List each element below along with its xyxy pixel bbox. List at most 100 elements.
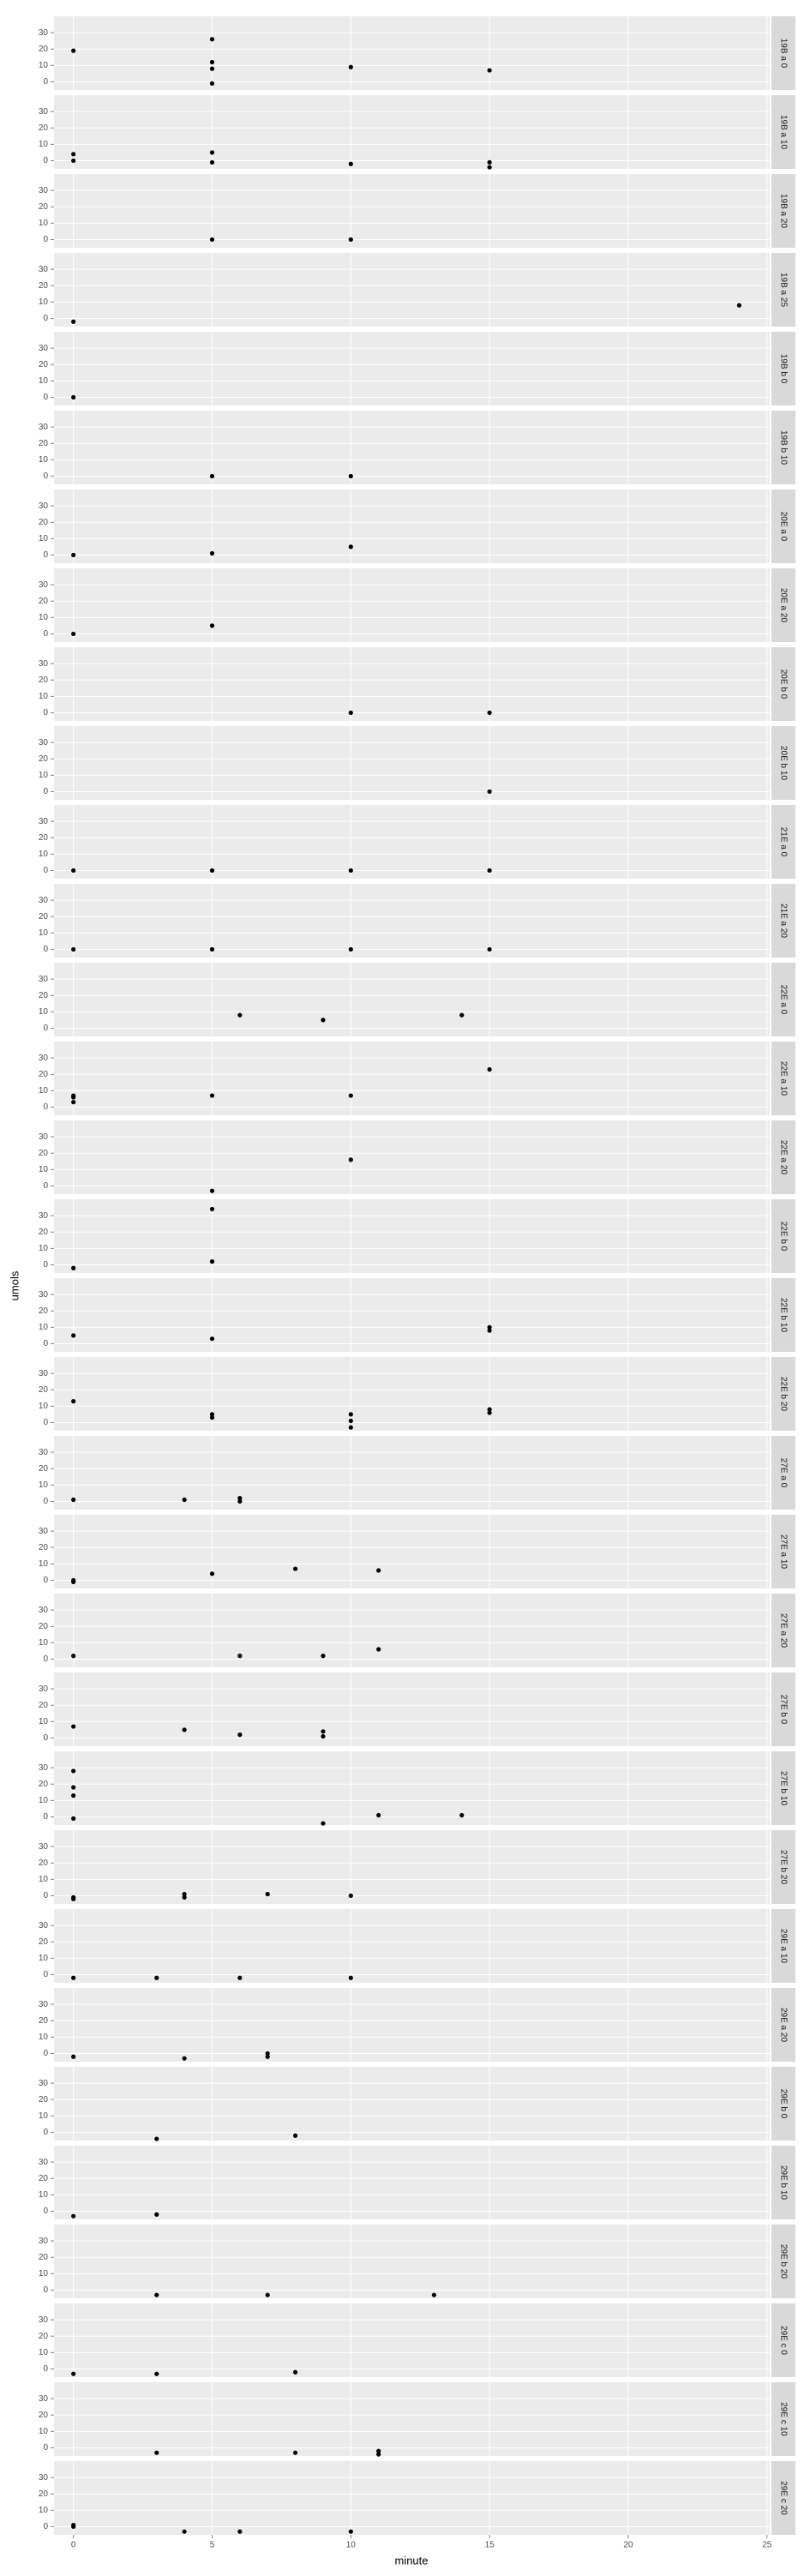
strip bbox=[771, 95, 795, 169]
y-tick-label: 20 bbox=[39, 360, 49, 369]
point bbox=[376, 1812, 381, 1818]
y-tick-label: 30 bbox=[39, 2315, 49, 2325]
panel-background bbox=[54, 568, 770, 642]
point bbox=[182, 1727, 187, 1732]
y-tick-label: 30 bbox=[39, 1684, 49, 1694]
y-tick-label: 10 bbox=[39, 1796, 49, 1805]
strip bbox=[771, 489, 795, 563]
point bbox=[209, 81, 215, 86]
y-tick-label: 10 bbox=[39, 1165, 49, 1174]
y-tick-label: 30 bbox=[39, 2158, 49, 2167]
y-tick-label: 10 bbox=[39, 2269, 49, 2279]
y-tick-label: 10 bbox=[39, 1717, 49, 1726]
panel-background bbox=[54, 963, 770, 1036]
y-tick-label: 30 bbox=[39, 265, 49, 274]
y-tick-label: 10 bbox=[39, 1559, 49, 1569]
y-tick-label: 0 bbox=[43, 2443, 48, 2453]
y-tick-label: 10 bbox=[39, 2190, 49, 2200]
point bbox=[182, 2056, 187, 2061]
y-tick-label: 20 bbox=[39, 518, 49, 527]
strip-label: 29E a 20 bbox=[778, 2008, 788, 2042]
point bbox=[154, 2136, 159, 2141]
point bbox=[209, 550, 215, 556]
y-tick-label: 10 bbox=[39, 2348, 49, 2357]
y-tick-label: 30 bbox=[39, 1211, 49, 1221]
point bbox=[265, 1891, 270, 1897]
strip-label: 19B b 10 bbox=[778, 430, 788, 465]
panel-background bbox=[54, 726, 770, 800]
y-tick-label: 0 bbox=[43, 1654, 48, 1664]
panel-background bbox=[54, 95, 770, 169]
y-tick-label: 10 bbox=[39, 2506, 49, 2515]
y-tick-label: 10 bbox=[39, 771, 49, 780]
point bbox=[71, 1975, 76, 1980]
point bbox=[348, 1412, 353, 1417]
point bbox=[209, 1336, 215, 1342]
y-tick-label: 10 bbox=[39, 219, 49, 228]
point bbox=[487, 1410, 492, 1415]
y-tick-label: 0 bbox=[43, 2049, 48, 2058]
point bbox=[348, 946, 353, 952]
y-tick-label: 0 bbox=[43, 1024, 48, 1033]
point bbox=[209, 473, 215, 479]
point bbox=[154, 2371, 159, 2376]
strip-label: 20E a 0 bbox=[778, 512, 788, 542]
point bbox=[154, 2212, 159, 2217]
strip-label: 21E a 20 bbox=[778, 904, 788, 938]
y-tick-label: 10 bbox=[39, 2427, 49, 2436]
panel-background bbox=[54, 2067, 770, 2141]
strip-label: 29E c 10 bbox=[778, 2402, 788, 2436]
point bbox=[736, 303, 741, 308]
y-tick-label: 20 bbox=[39, 1543, 49, 1552]
strip-label: 21E a 0 bbox=[778, 827, 788, 857]
panel-background bbox=[54, 174, 770, 248]
strip bbox=[771, 1120, 795, 1194]
point bbox=[348, 1893, 353, 1899]
strip bbox=[771, 253, 795, 327]
point bbox=[292, 2133, 298, 2138]
point bbox=[209, 946, 215, 952]
y-tick-label: 20 bbox=[39, 439, 49, 448]
y-tick-label: 10 bbox=[39, 928, 49, 938]
y-tick-label: 20 bbox=[39, 1070, 49, 1079]
strip bbox=[771, 2146, 795, 2219]
y-tick-label: 10 bbox=[39, 1638, 49, 1648]
point bbox=[487, 1328, 492, 1333]
strip bbox=[771, 1357, 795, 1431]
point bbox=[348, 237, 353, 243]
strip-label: 19B a 10 bbox=[778, 115, 788, 149]
y-tick-label: 0 bbox=[43, 314, 48, 323]
strip-label: 27E a 10 bbox=[778, 1534, 788, 1569]
x-tick-label: 20 bbox=[623, 2541, 633, 2550]
panel-background bbox=[54, 1909, 770, 1983]
y-tick-label: 30 bbox=[39, 28, 49, 38]
panel-background bbox=[54, 647, 770, 721]
y-tick-label: 30 bbox=[39, 1132, 49, 1142]
strip-label: 27E b 0 bbox=[778, 1695, 788, 1725]
point bbox=[154, 2292, 159, 2297]
point bbox=[292, 1566, 298, 1571]
panel-background bbox=[54, 805, 770, 879]
point bbox=[348, 544, 353, 549]
panel-background bbox=[54, 1042, 770, 1115]
panel-background bbox=[54, 1988, 770, 2062]
y-tick-label: 0 bbox=[43, 1260, 48, 1270]
y-tick-label: 10 bbox=[39, 455, 49, 465]
point bbox=[237, 1496, 243, 1501]
strip bbox=[771, 1199, 795, 1273]
y-tick-label: 20 bbox=[39, 2174, 49, 2183]
point bbox=[376, 1568, 381, 1573]
point bbox=[487, 1407, 492, 1412]
y-tick-label: 30 bbox=[39, 1054, 49, 1063]
strip bbox=[771, 963, 795, 1036]
point bbox=[321, 1729, 326, 1734]
point bbox=[71, 631, 76, 637]
y-tick-label: 30 bbox=[39, 1606, 49, 1615]
point bbox=[209, 37, 215, 42]
y-tick-label: 10 bbox=[39, 2111, 49, 2121]
y-tick-label: 30 bbox=[39, 1369, 49, 1378]
point bbox=[376, 2448, 381, 2453]
y-tick-label: 30 bbox=[39, 2473, 49, 2483]
strip-label: 27E a 20 bbox=[778, 1613, 788, 1648]
y-tick-label: 30 bbox=[39, 1921, 49, 1930]
